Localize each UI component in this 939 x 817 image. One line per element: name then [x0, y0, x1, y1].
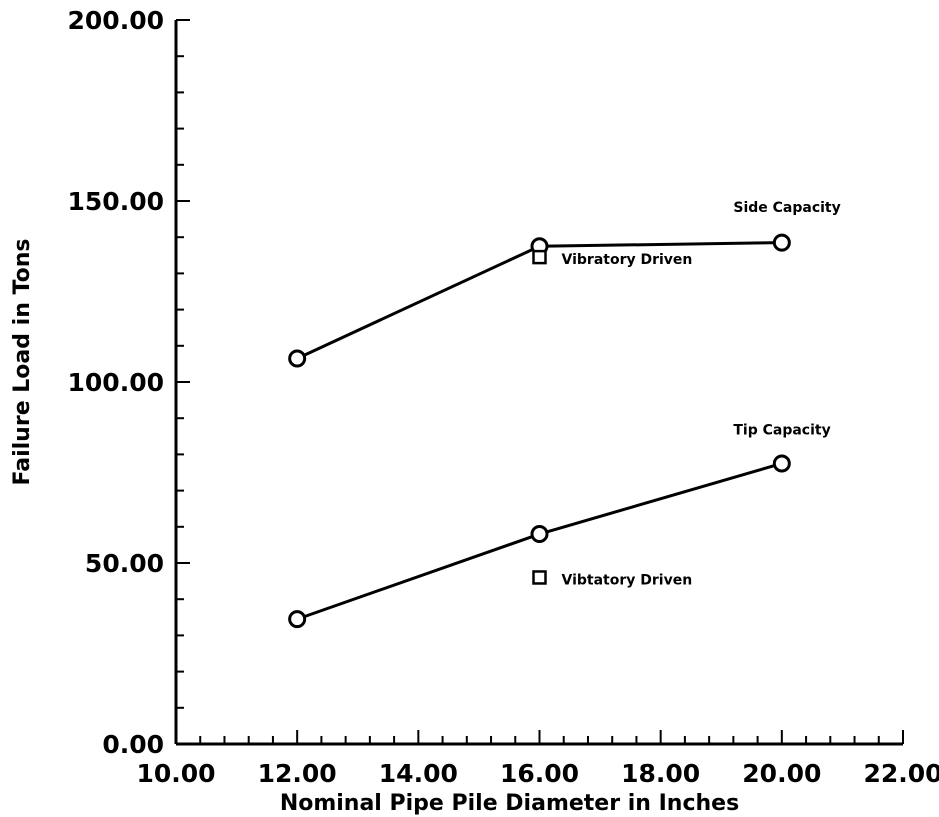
y-axis-title: Failure Load in Tons: [10, 239, 35, 486]
vibratory-point-0: [532, 249, 547, 265]
ticks: [175, 19, 904, 745]
tick-labels: 10.00 12.00 14.00 16.00 18.00 20.00 22.00 0.00 5…: [68, 6, 939, 788]
y-tick-label: 150.00: [68, 187, 164, 216]
x-axis-title: Nominal Pipe Pile Diameter in Inches: [280, 791, 739, 816]
series-1-point: [288, 610, 307, 629]
series-1-point: [772, 454, 791, 473]
x-tick-label: 14.00: [379, 759, 458, 788]
y-tick-label: 50.00: [85, 549, 164, 578]
series-1-point: [530, 525, 549, 544]
x-tick-label: 22.00: [863, 759, 939, 788]
vibratory-layer: Vibratory Driven Vibtatory Driven: [532, 249, 693, 588]
y-tick-label: 0.00: [102, 730, 164, 759]
vibratory-point-1: [532, 570, 547, 585]
series-layer: [288, 233, 791, 629]
series-0-point: [772, 233, 791, 252]
series-annotation-0: Side Capacity: [733, 200, 840, 216]
x-tick-label: 20.00: [742, 759, 821, 788]
series-annotation-1: Tip Capacity: [733, 422, 830, 438]
annotations-layer: Side Capacity Tip Capacity: [733, 200, 840, 439]
series-0-point: [288, 349, 307, 368]
vibratory-label-0: Vibratory Driven: [562, 252, 693, 268]
y-tick-label: 200.00: [68, 6, 164, 35]
x-tick-label: 18.00: [621, 759, 700, 788]
x-tick-label: 10.00: [136, 759, 215, 788]
y-tick-label: 100.00: [68, 368, 164, 397]
vibratory-label-1: Vibtatory Driven: [562, 572, 693, 588]
x-tick-label: 12.00: [258, 759, 337, 788]
axes: [174, 20, 903, 746]
x-tick-label: 16.00: [500, 759, 579, 788]
